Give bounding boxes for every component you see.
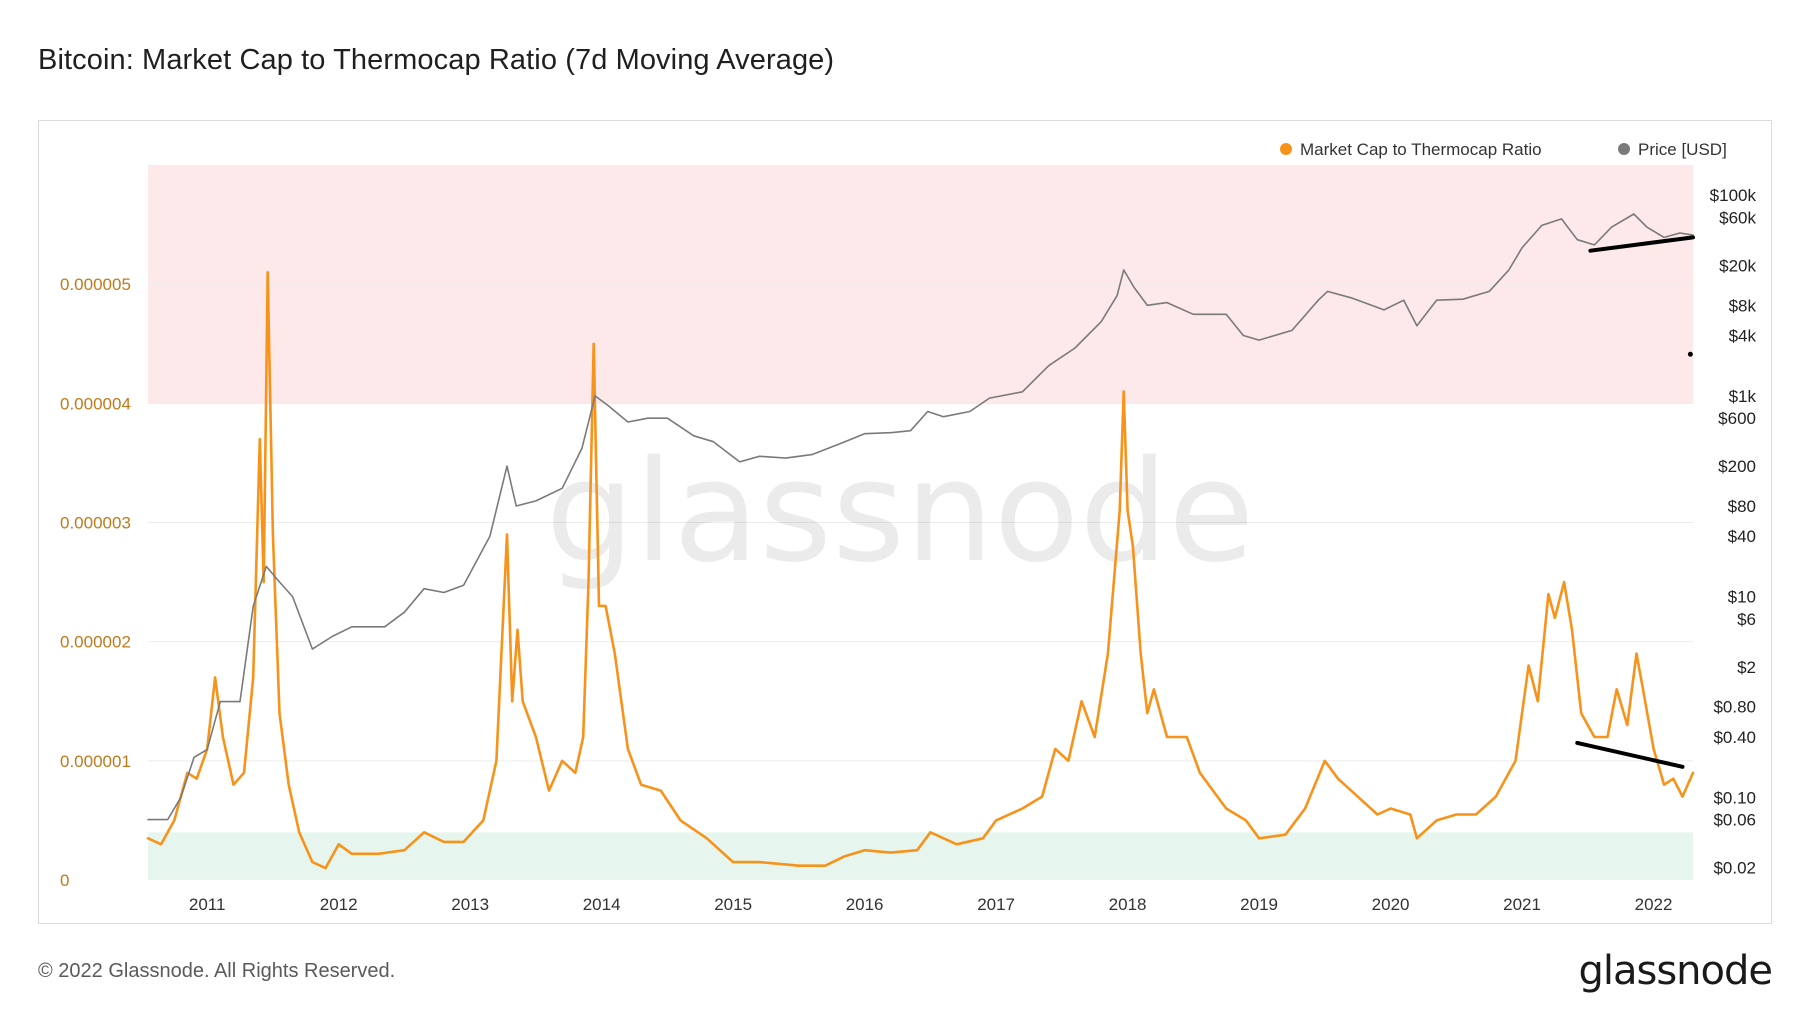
legend-label: Price [USD]	[1638, 140, 1727, 159]
right-axis-tick-label: $0.02	[1713, 858, 1756, 877]
brand-logo: glassnode	[1578, 948, 1773, 994]
left-axis-tick-label: 0.000002	[60, 633, 131, 652]
right-axis-tick-label: $0.80	[1713, 698, 1756, 717]
x-axis-tick-label: 2015	[714, 895, 752, 914]
copyright: © 2022 Glassnode. All Rights Reserved.	[38, 960, 396, 982]
legend-price: Price [USD]	[1618, 140, 1727, 159]
right-axis-tick-label: $40	[1728, 527, 1756, 546]
chart-gridlines	[148, 283, 1693, 762]
right-axis-tick-label: $100k	[1710, 186, 1757, 205]
right-axis-tick-label: $80	[1728, 497, 1756, 516]
undervalued-band	[148, 832, 1693, 880]
right-axis-tick-label: $600	[1718, 409, 1756, 428]
legend-swatch	[1618, 143, 1630, 155]
x-axis-tick-label: 2020	[1372, 895, 1410, 914]
legend-swatch	[1280, 143, 1292, 155]
legend-ratio: Market Cap to Thermocap Ratio	[1280, 140, 1542, 159]
page-title: Bitcoin: Market Cap to Thermocap Ratio (…	[38, 44, 835, 76]
left-axis-tick-label: 0.000004	[60, 394, 131, 413]
right-axis-tick-label: $6	[1737, 610, 1756, 629]
right-axis-tick-label: $60k	[1719, 208, 1756, 227]
x-axis-tick-label: 2011	[189, 895, 226, 914]
ratio-trendline	[1575, 740, 1685, 769]
watermark: glassnode	[546, 431, 1255, 594]
legend-label: Market Cap to Thermocap Ratio	[1300, 140, 1542, 159]
x-axis-tick-label: 2017	[977, 895, 1015, 914]
right-axis-tick-label: $20k	[1719, 256, 1756, 275]
x-axis-tick-label: 2019	[1240, 895, 1278, 914]
annotation-dot	[1687, 351, 1693, 357]
x-axis-tick-label: 2013	[451, 895, 489, 914]
right-axis-tick-label: $0.40	[1713, 728, 1756, 747]
right-axis-tick-label: $10	[1728, 588, 1756, 607]
right-axis-tick-label: $2	[1737, 658, 1756, 677]
chart-series	[146, 213, 1695, 870]
left-axis-tick-label: 0.000003	[60, 514, 131, 533]
ratio-series-line	[146, 271, 1695, 870]
chart-frame	[38, 120, 1772, 924]
chart-annotations	[1575, 235, 1695, 769]
left-axis-tick-label: 0.000005	[60, 275, 131, 294]
right-axis-tick-label: $8k	[1729, 296, 1757, 315]
x-axis-tick-label: 2016	[846, 895, 884, 914]
right-axis-tick-label: $1k	[1729, 387, 1757, 406]
price-trendline	[1588, 235, 1695, 253]
chart-axes: 0 0.000001 0.000002 0.000003 0.000004 0.00000…	[60, 186, 1756, 914]
x-axis-tick-label: 2022	[1635, 895, 1673, 914]
right-axis-tick-label: $0.06	[1713, 811, 1756, 830]
x-axis-tick-label: 2018	[1109, 895, 1147, 914]
left-axis-tick-label: 0	[60, 871, 69, 890]
price-series-line	[147, 213, 1694, 821]
right-axis-tick-label: $200	[1718, 457, 1756, 476]
right-axis-tick-label: $4k	[1729, 326, 1757, 345]
x-axis-tick-label: 2021	[1503, 895, 1541, 914]
x-axis-tick-label: 2012	[320, 895, 358, 914]
chart-legend: Market Cap to Thermocap Ratio Price [USD]	[1280, 140, 1727, 159]
x-axis-tick-label: 2014	[583, 895, 621, 914]
right-axis-tick-label: $0.10	[1713, 788, 1756, 807]
left-axis-tick-label: 0.000001	[60, 752, 131, 771]
